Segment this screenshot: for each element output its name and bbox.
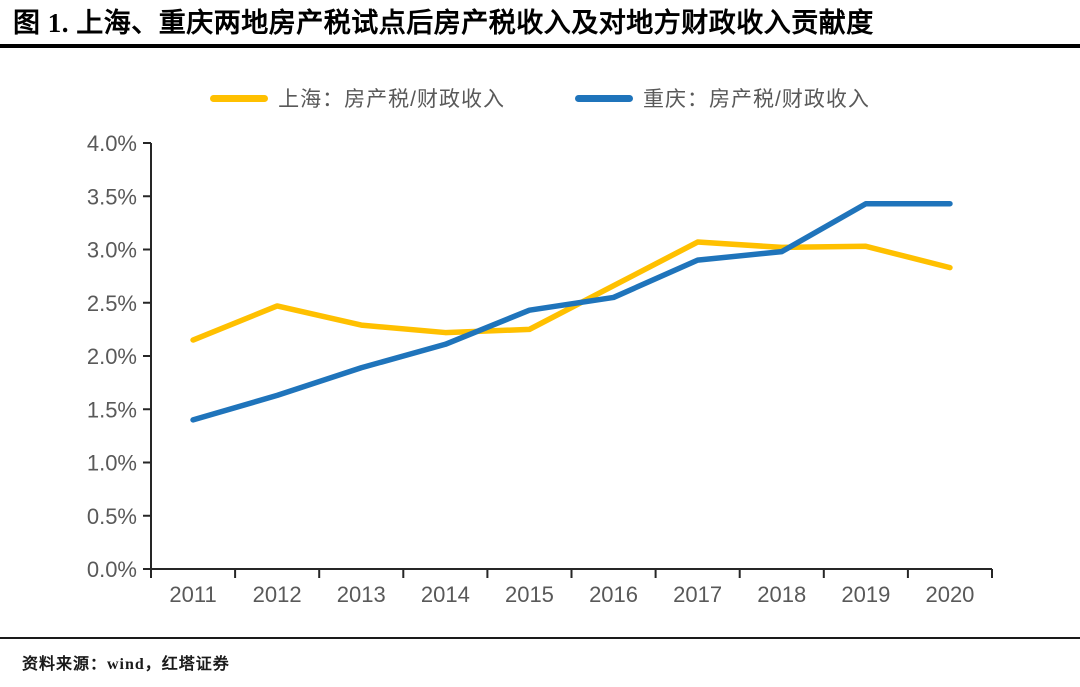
x-axis-label: 2012 bbox=[253, 582, 302, 607]
title-rule bbox=[0, 44, 1080, 48]
shanghai-series-line bbox=[190, 239, 953, 343]
x-axis-label: 2014 bbox=[421, 582, 470, 607]
y-axis-label: 1.0% bbox=[87, 451, 137, 476]
x-axis-label: 2018 bbox=[757, 582, 806, 607]
legend-item-shanghai: 上海：房产税/财政收入 bbox=[210, 83, 505, 113]
y-axis-label: 3.5% bbox=[87, 184, 137, 209]
x-axis-label: 2017 bbox=[673, 582, 722, 607]
figure-title-bar: 图 1. 上海、重庆两地房产税试点后房产税收入及对地方财政收入贡献度 bbox=[13, 4, 1067, 42]
shanghai-line-swatch bbox=[210, 94, 269, 102]
x-axis-label: 2019 bbox=[841, 582, 890, 607]
legend-label-shanghai: 上海：房产税/财政收入 bbox=[278, 88, 505, 111]
x-axis-label: 2020 bbox=[925, 582, 974, 607]
chongqing-series-line bbox=[190, 200, 953, 423]
y-axis-label: 2.5% bbox=[87, 291, 137, 316]
legend-label-chongqing: 重庆：房产税/财政收入 bbox=[643, 88, 870, 111]
x-axis-label: 2016 bbox=[589, 582, 638, 607]
y-axis-label: 0.0% bbox=[87, 557, 137, 582]
y-axis-label: 0.5% bbox=[87, 504, 137, 529]
chart-legend: 上海：房产税/财政收入 重庆：房产税/财政收入 bbox=[0, 83, 1080, 113]
source-note: 资料来源：wind，红塔证券 bbox=[22, 656, 230, 673]
figure-title: 图 1. 上海、重庆两地房产税试点后房产税收入及对地方财政收入贡献度 bbox=[13, 8, 874, 38]
x-axis-label: 2013 bbox=[337, 582, 386, 607]
chongqing-line-swatch bbox=[575, 94, 633, 102]
x-axis-label: 2015 bbox=[505, 582, 554, 607]
y-axis-label: 1.5% bbox=[87, 397, 137, 422]
y-axis-label: 3.0% bbox=[87, 238, 137, 263]
x-axis-label: 2011 bbox=[169, 582, 216, 607]
y-axis-label: 2.0% bbox=[87, 344, 137, 369]
legend-item-chongqing: 重庆：房产税/财政收入 bbox=[575, 83, 870, 113]
footer-rule bbox=[0, 637, 1080, 639]
y-axis-label: 4.0% bbox=[87, 131, 137, 156]
